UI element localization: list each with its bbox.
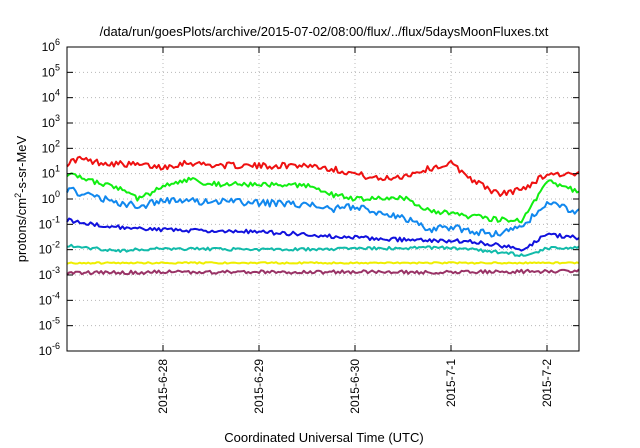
y-tick-label: 10-5 <box>39 316 60 333</box>
x-tick-label: 2015-6-30 <box>348 359 362 414</box>
y-tick-label: 101 <box>42 164 60 181</box>
series-line-4 <box>66 217 580 252</box>
x-tick-label: 2015-7-2 <box>540 359 554 407</box>
series-line-7 <box>66 268 580 276</box>
series-line-5 <box>66 243 580 258</box>
y-tick-label: 10-3 <box>39 265 60 282</box>
x-tick-label: 2015-7-1 <box>444 359 458 407</box>
y-tick-label: 104 <box>42 88 60 105</box>
y-tick-label: 10-1 <box>39 214 60 231</box>
series-layer <box>66 155 580 276</box>
grid-lines <box>67 47 579 351</box>
chart-title: /data/run/goesPlots/archive/2015-07-02/0… <box>100 24 549 39</box>
series-line-1 <box>66 155 580 197</box>
y-tick-label: 105 <box>42 62 60 79</box>
y-tick-label: 106 <box>42 37 60 54</box>
x-axis-label: Coordinated Universal Time (UTC) <box>224 430 423 445</box>
y-tick-label: 10-6 <box>39 341 60 358</box>
x-tick-label: 2015-6-28 <box>156 359 170 414</box>
series-line-3 <box>66 186 580 238</box>
y-tick-label: 10-4 <box>39 290 60 307</box>
y-axis-label: protons/cm2-s-sr-MeV <box>13 135 29 262</box>
x-axis: 2015-6-28 2015-6-29 2015-6-30 2015-7-1 2015-… <box>156 47 554 414</box>
y-axis: 10-6 10-5 10-4 10-3 10-2 10-1 100 101 102 103 104 1… <box>39 37 579 358</box>
series-line-2 <box>66 172 580 224</box>
y-tick-label: 10-2 <box>39 240 60 257</box>
y-tick-label: 100 <box>42 189 60 206</box>
x-tick-label: 2015-6-29 <box>252 359 266 414</box>
series-line-6 <box>66 261 580 265</box>
y-tick-label: 103 <box>42 113 60 130</box>
y-tick-label: 102 <box>42 138 60 155</box>
